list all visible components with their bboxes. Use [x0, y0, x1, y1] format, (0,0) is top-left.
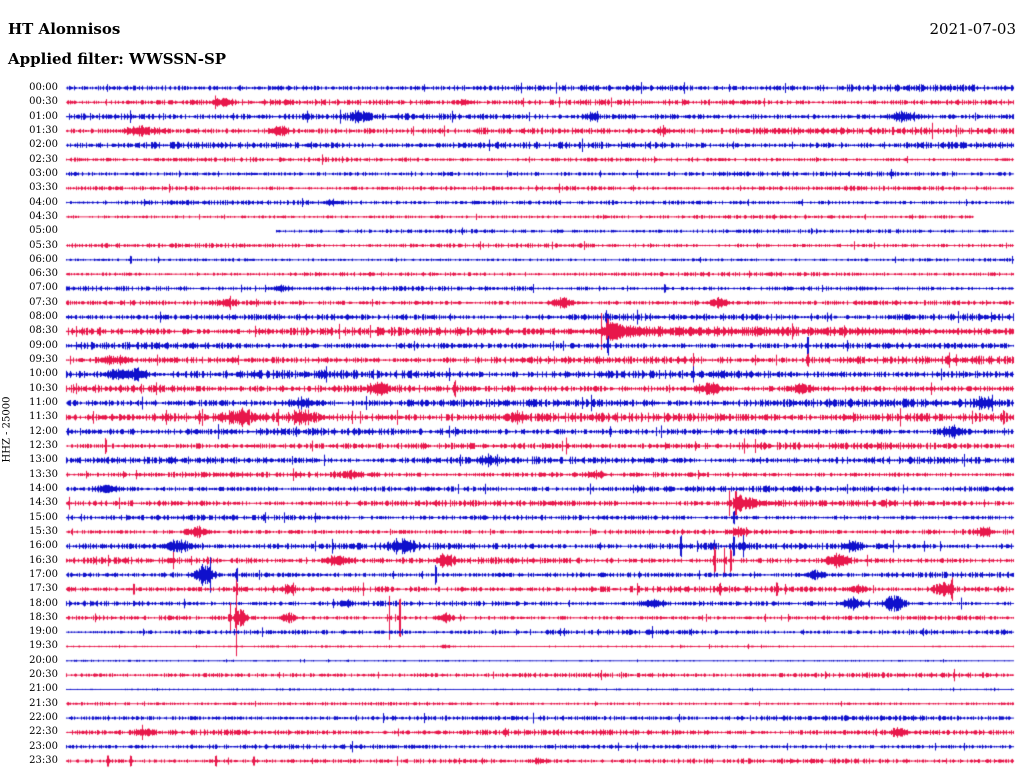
- time-label-14:00: 14:00: [29, 482, 58, 494]
- time-label-04:30: 04:30: [29, 210, 58, 222]
- time-label-10:30: 10:30: [29, 382, 58, 394]
- time-label-15:30: 15:30: [29, 525, 58, 537]
- time-label-02:30: 02:30: [29, 153, 58, 165]
- time-label-19:30: 19:30: [29, 640, 58, 652]
- time-label-19:00: 19:00: [29, 626, 58, 638]
- time-label-14:30: 14:30: [29, 497, 58, 509]
- time-label-10:00: 10:00: [29, 368, 58, 380]
- time-label-09:00: 09:00: [29, 339, 58, 351]
- station-title: HT Alonnisos: [8, 20, 121, 38]
- time-label-23:30: 23:30: [29, 755, 58, 767]
- time-label-18:00: 18:00: [29, 597, 58, 609]
- time-label-08:30: 08:30: [29, 325, 58, 337]
- time-label-21:00: 21:00: [29, 683, 58, 695]
- time-label-07:30: 07:30: [29, 296, 58, 308]
- time-label-13:30: 13:30: [29, 468, 58, 480]
- time-label-12:30: 12:30: [29, 440, 58, 451]
- time-label-05:00: 05:00: [29, 225, 58, 237]
- time-label-00:30: 00:30: [29, 96, 58, 108]
- time-label-18:30: 18:30: [29, 611, 58, 623]
- time-label-21:30: 21:30: [29, 697, 58, 709]
- time-label-03:00: 03:00: [29, 167, 58, 179]
- time-label-16:30: 16:30: [29, 554, 58, 566]
- time-label-08:00: 08:00: [29, 311, 58, 323]
- time-label-23:00: 23:00: [29, 740, 58, 752]
- plot-date: 2021-07-03: [929, 20, 1016, 38]
- time-label-13:00: 13:00: [29, 454, 58, 466]
- time-label-03:30: 03:30: [29, 182, 58, 194]
- time-label-01:30: 01:30: [29, 124, 58, 136]
- time-label-20:30: 20:30: [29, 669, 58, 681]
- time-label-11:00: 11:00: [29, 397, 58, 409]
- time-label-06:00: 06:00: [29, 253, 58, 265]
- time-label-22:00: 22:00: [29, 712, 58, 724]
- applied-filter-label: Applied filter: WWSSN-SP: [8, 50, 227, 68]
- time-label-02:00: 02:00: [29, 139, 58, 151]
- time-label-00:00: 00:00: [29, 82, 58, 93]
- time-label-16:00: 16:00: [29, 540, 58, 552]
- time-label-17:00: 17:00: [29, 568, 58, 580]
- time-label-06:30: 06:30: [29, 268, 58, 280]
- time-label-22:30: 22:30: [29, 726, 58, 738]
- time-label-15:00: 15:00: [29, 511, 58, 523]
- time-label-11:30: 11:30: [29, 411, 58, 423]
- time-label-20:00: 20:00: [29, 654, 58, 666]
- time-label-09:30: 09:30: [29, 354, 58, 366]
- time-label-01:00: 01:00: [29, 110, 58, 122]
- time-label-17:30: 17:30: [29, 583, 58, 595]
- time-label-04:00: 04:00: [29, 196, 58, 208]
- time-label-12:00: 12:00: [29, 425, 58, 437]
- time-label-05:30: 05:30: [29, 239, 58, 251]
- time-label-07:00: 07:00: [29, 282, 58, 294]
